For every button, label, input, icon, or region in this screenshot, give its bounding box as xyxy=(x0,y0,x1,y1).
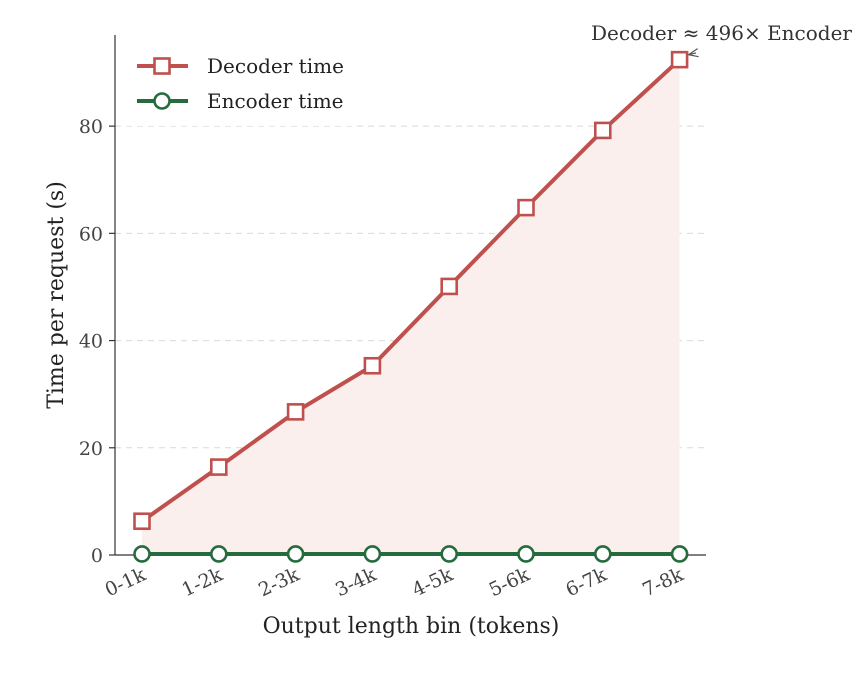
x-tick-label: 4-5k xyxy=(409,563,457,601)
data-point xyxy=(210,458,228,476)
data-point xyxy=(440,545,459,563)
x-tick-label: 5-6k xyxy=(486,563,534,601)
data-point xyxy=(210,545,228,563)
legend-entry-encoder: Encoder time xyxy=(137,89,344,113)
y-tick-label: 60 xyxy=(79,223,103,245)
legend-background xyxy=(122,38,352,126)
data-point xyxy=(670,545,689,563)
data-point xyxy=(440,277,459,296)
legend-decoder-label: Decoder time xyxy=(207,54,344,78)
y-axis-label: Time per request (s) xyxy=(44,181,69,409)
y-tick-label: 20 xyxy=(79,438,103,460)
data-point xyxy=(133,545,151,563)
legend-encoder-label: Encoder time xyxy=(207,89,344,113)
legend-entry-decoder: Decoder time xyxy=(137,54,344,78)
legend: Decoder time Encoder time xyxy=(122,38,352,126)
x-tick-label: 6-7k xyxy=(562,563,610,601)
data-point xyxy=(286,403,305,421)
decoder-area-fill xyxy=(142,59,680,556)
x-tick-label: 0-1k xyxy=(102,563,150,601)
annotation-label: Decoder ≈ 496× Encoder xyxy=(591,21,852,45)
y-tick-label: 0 xyxy=(91,545,103,567)
y-ticks: 0 20 40 60 80 xyxy=(79,116,115,567)
x-axis-label: Output length bin (tokens) xyxy=(263,614,560,639)
data-point xyxy=(517,545,535,563)
data-point xyxy=(133,512,151,531)
x-tick-label: 1-2k xyxy=(178,563,226,601)
y-tick-label: 80 xyxy=(79,116,103,138)
series-decoder xyxy=(133,50,689,531)
data-point xyxy=(517,198,535,217)
annotation: Decoder ≈ 496× Encoder xyxy=(591,21,852,58)
data-point xyxy=(593,121,612,140)
annotation-arrowhead xyxy=(687,48,699,58)
x-tick-label: 3-4k xyxy=(332,563,380,601)
data-point xyxy=(363,356,382,375)
legend-decoder-marker xyxy=(153,57,171,75)
legend-encoder-marker xyxy=(153,92,171,110)
x-tick-label: 2-3k xyxy=(255,563,303,601)
series xyxy=(133,50,689,563)
data-point xyxy=(593,545,612,563)
series-line xyxy=(140,58,681,523)
data-point xyxy=(363,545,382,563)
y-tick-label: 40 xyxy=(79,331,103,353)
data-point xyxy=(670,50,689,69)
series-encoder xyxy=(133,545,689,563)
x-tick-label: 7-8k xyxy=(639,563,687,601)
data-point xyxy=(286,545,305,563)
